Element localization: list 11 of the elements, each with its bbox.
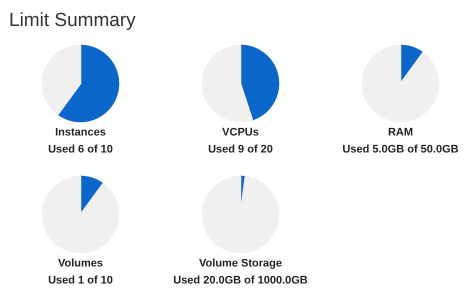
text: Volumes: [58, 258, 104, 270]
text: Used 1 of 10: [48, 274, 113, 286]
text: Instances: [55, 126, 106, 138]
text: Used 9 of 20: [208, 144, 273, 156]
text: Limit Summary: [9, 9, 136, 33]
text: Used 6 of 10: [48, 144, 113, 156]
text: Volume Storage: [199, 258, 282, 270]
text: Used 5.0GB of 50.0GB: [342, 144, 459, 156]
text: Used 20.0GB of 1000.0GB: [173, 274, 308, 286]
text: RAM: [388, 126, 414, 138]
text: VCPUs: [222, 126, 259, 138]
